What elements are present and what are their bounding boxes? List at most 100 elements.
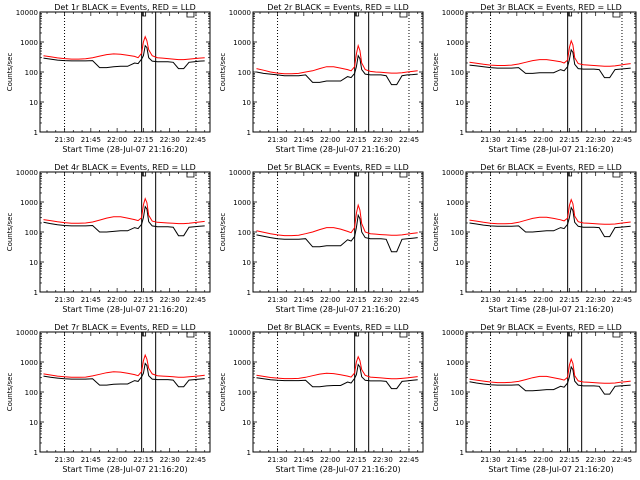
panel-title: Det 4r BLACK = Events, RED = LLD xyxy=(54,163,196,172)
x-tick-label: 22:30 xyxy=(160,456,180,464)
detector-panel-5r: Det 5r BLACK = Events, RED = LLD 1 10 100 10… xyxy=(219,163,424,314)
x-axis-label: Start Time (28-Jul-07 21:16:20) xyxy=(488,465,613,474)
detector-panel-1r: Det 1r BLACK = Events, RED = LLD 1 10 100 10… xyxy=(6,3,211,154)
y-tick-label: 10 xyxy=(455,99,464,107)
y-tick-label: 10000 xyxy=(442,329,464,337)
series-line-events xyxy=(256,363,418,390)
flag-mark xyxy=(568,332,573,337)
y-tick-label: 1000 xyxy=(446,39,464,47)
y-tick-label: 10000 xyxy=(229,169,251,177)
plot-frame xyxy=(465,171,637,293)
x-tick-label: 21:45 xyxy=(81,296,101,304)
x-tick-label: 21:45 xyxy=(294,136,314,144)
x-tick-label: 21:30 xyxy=(480,456,500,464)
plot-frame xyxy=(465,11,637,133)
detector-panel-7r: Det 7r BLACK = Events, RED = LLD 1 10 100 10… xyxy=(6,323,211,474)
y-tick-label: 1000 xyxy=(20,359,38,367)
y-tick-label: 10000 xyxy=(16,169,38,177)
y-tick-label: 100 xyxy=(451,389,464,397)
x-tick-label: 22:15 xyxy=(559,456,579,464)
plot-frame xyxy=(39,11,211,133)
series-line-lld xyxy=(43,35,205,61)
y-tick-label: 100 xyxy=(25,229,38,237)
y-tick-label: 1000 xyxy=(20,199,38,207)
y-axis-label: Counts/sec xyxy=(219,53,227,92)
x-tick-label: 22:15 xyxy=(346,296,366,304)
y-tick-label: 10000 xyxy=(16,329,38,337)
flag-mark xyxy=(612,12,621,18)
panel-title: Det 5r BLACK = Events, RED = LLD xyxy=(267,163,409,172)
x-tick-label: 21:30 xyxy=(54,456,74,464)
flag-mark xyxy=(399,172,408,178)
y-tick-label: 100 xyxy=(238,389,251,397)
y-tick-label: 10000 xyxy=(442,169,464,177)
series-line-events xyxy=(469,48,631,79)
x-tick-label: 22:15 xyxy=(133,296,153,304)
y-tick-label: 10000 xyxy=(16,9,38,17)
y-tick-label: 100 xyxy=(238,229,251,237)
flag-mark xyxy=(612,332,621,338)
series-line-lld xyxy=(469,357,631,384)
x-axis-label: Start Time (28-Jul-07 21:16:20) xyxy=(275,145,400,154)
series-line-events xyxy=(469,365,631,395)
y-tick-label: 10 xyxy=(29,99,38,107)
x-tick-label: 22:15 xyxy=(559,296,579,304)
x-tick-label: 21:45 xyxy=(81,456,101,464)
y-tick-label: 1 xyxy=(460,289,464,297)
y-tick-label: 1 xyxy=(460,129,464,137)
x-axis-label: Start Time (28-Jul-07 21:16:20) xyxy=(275,305,400,314)
y-tick-label: 100 xyxy=(25,69,38,77)
panel-title: Det 2r BLACK = Events, RED = LLD xyxy=(267,3,409,12)
y-tick-label: 1 xyxy=(247,449,251,457)
flag-mark xyxy=(399,12,408,18)
x-tick-label: 22:00 xyxy=(107,456,127,464)
series-line-events xyxy=(256,54,418,86)
x-tick-label: 22:00 xyxy=(107,296,127,304)
x-tick-label: 22:30 xyxy=(160,296,180,304)
flag-mark xyxy=(355,172,360,177)
series-line-lld xyxy=(43,353,205,378)
x-tick-label: 22:00 xyxy=(533,136,553,144)
x-axis-label: Start Time (28-Jul-07 21:16:20) xyxy=(488,145,613,154)
plot-frame xyxy=(39,331,211,453)
y-tick-label: 10 xyxy=(242,99,251,107)
x-tick-label: 22:45 xyxy=(186,456,206,464)
y-tick-label: 100 xyxy=(25,389,38,397)
x-tick-label: 21:45 xyxy=(81,136,101,144)
series-line-events xyxy=(43,205,205,237)
y-tick-label: 1 xyxy=(34,289,38,297)
x-axis-label: Start Time (28-Jul-07 21:16:20) xyxy=(62,305,187,314)
detector-panel-9r: Det 9r BLACK = Events, RED = LLD 1 10 100 10… xyxy=(432,323,637,474)
y-tick-label: 1 xyxy=(247,129,251,137)
x-tick-label: 21:30 xyxy=(267,296,287,304)
y-axis-label: Counts/sec xyxy=(432,373,440,412)
detector-panel-8r: Det 8r BLACK = Events, RED = LLD 1 10 100 10… xyxy=(219,323,424,474)
flag-mark xyxy=(568,172,573,177)
x-tick-label: 21:45 xyxy=(294,296,314,304)
y-tick-label: 10000 xyxy=(229,329,251,337)
flag-mark xyxy=(568,12,573,17)
series-line-events xyxy=(256,213,418,253)
x-tick-label: 22:45 xyxy=(186,296,206,304)
y-axis-label: Counts/sec xyxy=(432,213,440,252)
flag-mark xyxy=(186,12,195,18)
y-tick-label: 100 xyxy=(451,229,464,237)
x-tick-label: 22:00 xyxy=(533,456,553,464)
detector-panel-6r: Det 6r BLACK = Events, RED = LLD 1 10 100 10… xyxy=(432,163,637,314)
x-tick-label: 22:30 xyxy=(586,296,606,304)
y-axis-label: Counts/sec xyxy=(432,53,440,92)
series-line-lld xyxy=(256,203,418,237)
x-tick-label: 21:30 xyxy=(480,296,500,304)
x-tick-label: 22:15 xyxy=(346,456,366,464)
plot-frame xyxy=(465,331,637,453)
y-tick-label: 1 xyxy=(247,289,251,297)
series-line-lld xyxy=(256,43,418,75)
y-tick-label: 10 xyxy=(242,419,251,427)
x-tick-label: 22:45 xyxy=(399,456,419,464)
y-tick-label: 1000 xyxy=(20,39,38,47)
x-tick-label: 22:45 xyxy=(186,136,206,144)
y-tick-label: 10 xyxy=(242,259,251,267)
x-tick-label: 21:45 xyxy=(507,456,527,464)
x-tick-label: 21:45 xyxy=(294,456,314,464)
